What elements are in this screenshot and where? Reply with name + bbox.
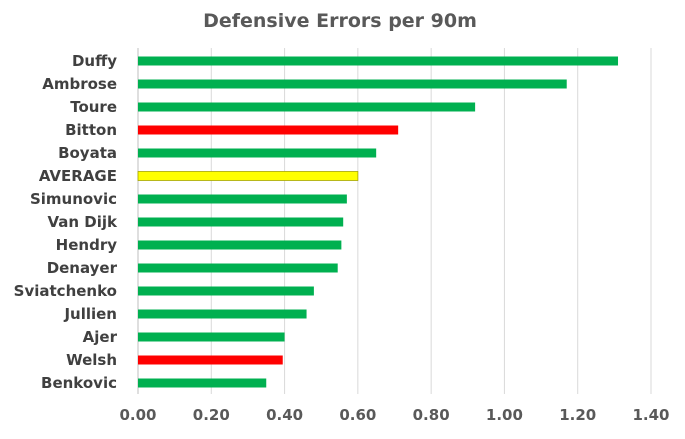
category-label: Boyata: [58, 144, 117, 162]
bar-simunovic: [138, 194, 347, 204]
category-label: Benkovic: [41, 374, 117, 392]
category-label: Welsh: [66, 351, 117, 369]
bar-ajer: [138, 332, 285, 342]
category-labels: Duffy Ambrose Toure Bitton Boyata AVERAGE Simu…: [14, 52, 118, 392]
category-label: Hendry: [56, 236, 118, 254]
category-label: Sviatchenko: [14, 282, 117, 300]
bar-van-dijk: [138, 217, 344, 227]
category-label: Jullien: [63, 305, 117, 323]
bar-sviatchenko: [138, 286, 314, 296]
bar-hendry: [138, 240, 342, 250]
x-tick-label: 0.00: [119, 406, 156, 424]
bar-duffy: [138, 56, 619, 66]
category-label: Ambrose: [42, 75, 117, 93]
category-label: Simunovic: [30, 190, 117, 208]
x-tick-label: 0.60: [339, 406, 376, 424]
x-tick-label: 1.20: [559, 406, 596, 424]
bar-boyata: [138, 148, 377, 158]
category-label: Denayer: [47, 259, 118, 277]
x-tick-label: 0.40: [266, 406, 303, 424]
x-tick-label: 0.20: [193, 406, 230, 424]
category-label: AVERAGE: [39, 167, 117, 185]
category-label: Duffy: [72, 52, 117, 70]
x-tick-label: 1.00: [486, 406, 523, 424]
category-label: Van Dijk: [47, 213, 118, 231]
bar-bitton: [138, 125, 399, 135]
bar-toure: [138, 102, 476, 112]
category-label: Toure: [70, 98, 117, 116]
bar-average: [137, 171, 359, 181]
x-tick-labels: 0.00 0.20 0.40 0.60 0.80 1.00 1.20 1.40: [119, 406, 669, 424]
category-label: Bitton: [65, 121, 117, 139]
bar-denayer: [138, 263, 338, 273]
bar-jullien: [138, 309, 307, 319]
x-tick-label: 1.40: [632, 406, 669, 424]
bar-benkovic: [138, 378, 267, 388]
category-label: Ajer: [83, 328, 118, 346]
x-tick-label: 0.80: [413, 406, 450, 424]
chart-title: Defensive Errors per 90m: [203, 10, 477, 32]
bars: [137, 56, 619, 388]
bar-welsh: [138, 355, 283, 365]
bar-ambrose: [138, 79, 567, 89]
